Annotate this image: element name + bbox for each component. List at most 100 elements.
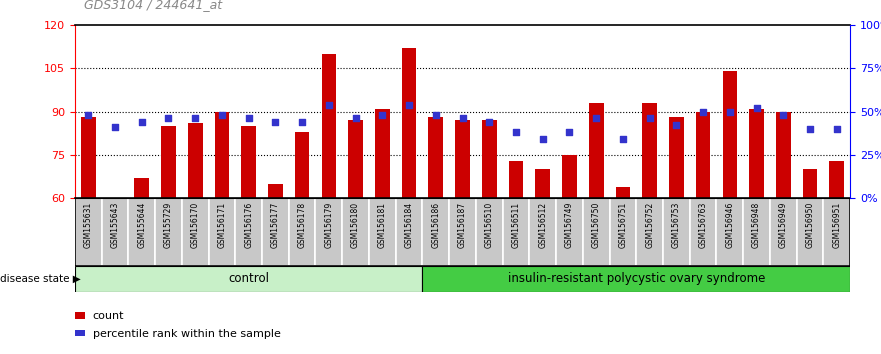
Text: GSM156949: GSM156949 bbox=[779, 202, 788, 248]
Bar bbox=[322, 54, 337, 198]
Text: GSM156750: GSM156750 bbox=[592, 202, 601, 248]
Bar bbox=[235, 198, 262, 266]
Text: GSM156512: GSM156512 bbox=[538, 202, 547, 248]
Text: GDS3104 / 244641_at: GDS3104 / 244641_at bbox=[84, 0, 222, 11]
Bar bbox=[75, 198, 101, 266]
Text: GSM156176: GSM156176 bbox=[244, 202, 253, 248]
Text: GSM156170: GSM156170 bbox=[190, 202, 200, 248]
Point bbox=[482, 119, 496, 125]
Bar bbox=[396, 198, 422, 266]
Point bbox=[429, 112, 443, 118]
Text: GSM156177: GSM156177 bbox=[270, 202, 280, 248]
Bar bbox=[428, 117, 443, 198]
Bar bbox=[716, 198, 744, 266]
Point bbox=[830, 126, 844, 132]
Text: GSM155644: GSM155644 bbox=[137, 202, 146, 248]
Point bbox=[322, 102, 336, 107]
Bar bbox=[348, 120, 363, 198]
Bar bbox=[770, 198, 796, 266]
Bar bbox=[616, 187, 630, 198]
Bar bbox=[135, 178, 149, 198]
Bar bbox=[375, 109, 389, 198]
Bar bbox=[129, 198, 155, 266]
Bar bbox=[803, 169, 818, 198]
Bar bbox=[508, 161, 523, 198]
Point bbox=[670, 122, 684, 128]
Point bbox=[509, 130, 523, 135]
Point bbox=[642, 116, 656, 121]
Text: GSM156180: GSM156180 bbox=[352, 202, 360, 248]
Bar bbox=[636, 198, 663, 266]
Text: disease state ▶: disease state ▶ bbox=[0, 274, 81, 284]
Point bbox=[776, 112, 790, 118]
Bar bbox=[642, 103, 657, 198]
Text: GSM156171: GSM156171 bbox=[218, 202, 226, 248]
Point bbox=[562, 130, 576, 135]
Point bbox=[803, 126, 817, 132]
Bar bbox=[583, 198, 610, 266]
Bar bbox=[268, 184, 283, 198]
Point bbox=[589, 116, 603, 121]
Point bbox=[161, 116, 175, 121]
Bar bbox=[455, 120, 470, 198]
Bar bbox=[722, 71, 737, 198]
Bar bbox=[589, 103, 603, 198]
Bar bbox=[696, 112, 710, 198]
Bar bbox=[824, 198, 850, 266]
Bar bbox=[669, 117, 684, 198]
Text: count: count bbox=[93, 311, 124, 321]
Text: GSM156950: GSM156950 bbox=[805, 202, 815, 248]
Text: GSM155729: GSM155729 bbox=[164, 202, 173, 248]
Text: GSM156511: GSM156511 bbox=[512, 202, 521, 248]
Bar bbox=[663, 198, 690, 266]
Bar bbox=[610, 198, 636, 266]
Bar bbox=[402, 48, 417, 198]
Bar bbox=[690, 198, 716, 266]
Bar bbox=[262, 198, 289, 266]
Bar bbox=[75, 312, 85, 319]
Bar bbox=[829, 161, 844, 198]
Point bbox=[402, 102, 416, 107]
Text: GSM156186: GSM156186 bbox=[432, 202, 440, 248]
Bar bbox=[422, 266, 850, 292]
Bar bbox=[75, 266, 422, 292]
Text: GSM156749: GSM156749 bbox=[565, 202, 574, 248]
Text: GSM156178: GSM156178 bbox=[298, 202, 307, 248]
Point bbox=[295, 119, 309, 125]
Text: GSM156948: GSM156948 bbox=[752, 202, 761, 248]
Bar bbox=[503, 198, 529, 266]
Bar bbox=[536, 169, 550, 198]
Point bbox=[722, 109, 737, 114]
Point bbox=[455, 116, 470, 121]
Text: GSM156510: GSM156510 bbox=[485, 202, 493, 248]
Bar bbox=[744, 198, 770, 266]
Bar bbox=[181, 198, 209, 266]
Text: GSM155643: GSM155643 bbox=[110, 202, 120, 248]
Bar bbox=[482, 120, 497, 198]
Bar bbox=[749, 109, 764, 198]
Bar bbox=[188, 123, 203, 198]
Point bbox=[696, 109, 710, 114]
Bar bbox=[155, 198, 181, 266]
Point bbox=[616, 136, 630, 142]
Bar bbox=[289, 198, 315, 266]
Point bbox=[536, 136, 550, 142]
Bar bbox=[315, 198, 342, 266]
Text: GSM156181: GSM156181 bbox=[378, 202, 387, 247]
Bar bbox=[75, 330, 85, 336]
Text: GSM155631: GSM155631 bbox=[84, 202, 93, 248]
Bar bbox=[796, 198, 824, 266]
Bar bbox=[562, 155, 577, 198]
Bar bbox=[101, 198, 129, 266]
Text: insulin-resistant polycystic ovary syndrome: insulin-resistant polycystic ovary syndr… bbox=[507, 272, 765, 285]
Point bbox=[375, 112, 389, 118]
Text: GSM156763: GSM156763 bbox=[699, 202, 707, 248]
Bar bbox=[476, 198, 503, 266]
Text: GSM156752: GSM156752 bbox=[645, 202, 655, 248]
Bar bbox=[241, 126, 256, 198]
Point bbox=[215, 112, 229, 118]
Bar bbox=[776, 112, 790, 198]
Text: GSM156753: GSM156753 bbox=[672, 202, 681, 248]
Point bbox=[189, 116, 203, 121]
Point bbox=[108, 124, 122, 130]
